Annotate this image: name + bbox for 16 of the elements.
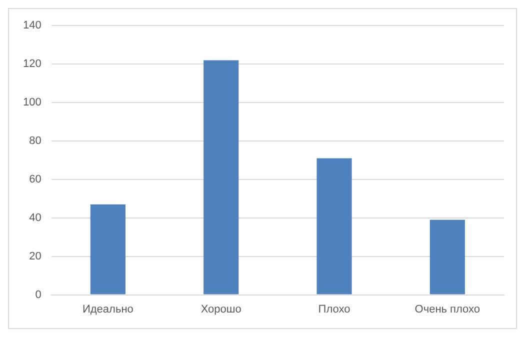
y-tick-label: 120 [22, 58, 42, 70]
y-tick-label: 0 [35, 288, 42, 301]
bar [204, 60, 239, 294]
bar [430, 220, 465, 294]
y-tick-label: 100 [22, 96, 42, 109]
x-tick-label: Очень плохо [414, 303, 480, 316]
y-tick-label: 80 [29, 135, 42, 148]
y-tick-label: 40 [29, 212, 42, 224]
x-tick-label: Идеально [82, 303, 134, 316]
bar [90, 204, 126, 294]
bar [316, 158, 352, 294]
x-tick-label: Плохо [318, 303, 350, 316]
x-tick-label: Хорошо [200, 303, 242, 316]
y-tick-label: 60 [29, 173, 42, 186]
y-tick-label: 20 [29, 250, 42, 262]
y-tick-label: 140 [22, 20, 42, 32]
